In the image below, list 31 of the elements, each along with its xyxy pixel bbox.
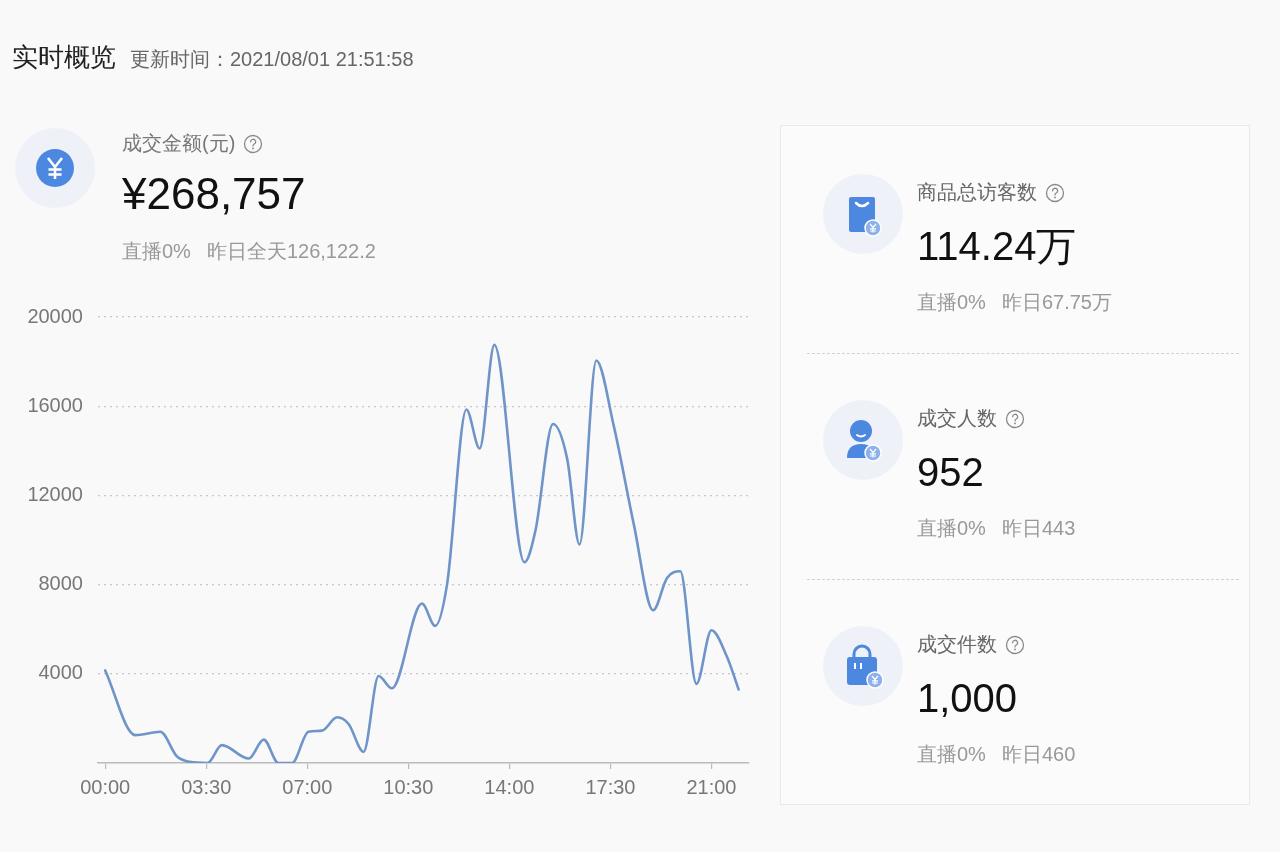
x-tick-label: 00:00	[80, 775, 131, 798]
text: 直播0%	[917, 742, 986, 767]
text: 成交金额(元)	[122, 131, 236, 156]
y-tick-label: 4000	[38, 661, 83, 684]
x-tick-label: 17:30	[585, 775, 636, 798]
text: 商品总访客数	[917, 180, 1037, 205]
text: 昨日460	[1001, 742, 1076, 767]
chart-subtitle: 更新时间：2021/08/01 21:51:58	[130, 47, 414, 72]
text: 1,000	[917, 675, 1018, 722]
x-tick-label: 10:30	[383, 775, 434, 798]
text: 成交人数	[917, 406, 997, 431]
text: ¥268,757	[122, 168, 306, 220]
text: 952	[917, 449, 984, 496]
text: 成交件数	[917, 632, 997, 657]
text: 昨日443	[1001, 516, 1076, 541]
x-tick-label: 14:00	[484, 775, 535, 798]
text: 114.24万	[917, 223, 1077, 270]
text: 直播0%	[917, 516, 986, 541]
x-tick-label: 07:00	[282, 775, 333, 798]
x-tick-label: 21:00	[686, 775, 737, 798]
text: 直播0%	[917, 290, 986, 315]
chart-title: 实时概览	[12, 41, 116, 74]
text: 昨日67.75万	[1001, 290, 1112, 315]
y-tick-label: 8000	[38, 572, 83, 595]
x-tick-label: 03:30	[181, 775, 232, 798]
y-tick-label: 20000	[27, 304, 83, 327]
text: 直播0%	[122, 239, 191, 264]
text: 昨日全天126,122.2	[206, 239, 376, 264]
line-series	[103, 343, 740, 763]
y-tick-label: 12000	[27, 482, 83, 505]
y-tick-label: 16000	[27, 393, 83, 416]
